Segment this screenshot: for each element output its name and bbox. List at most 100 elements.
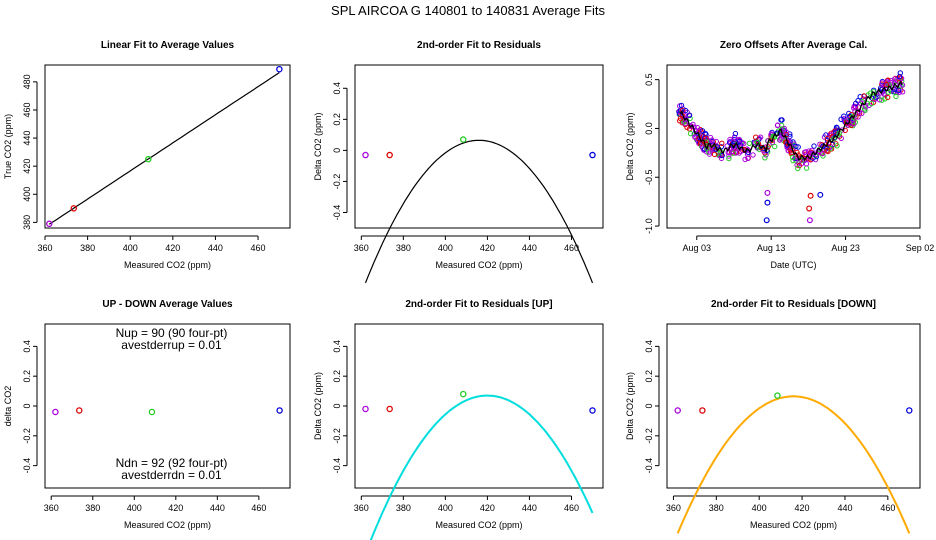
x-tick-label: 380: [396, 243, 411, 253]
y-axis-label: delta CO2: [3, 386, 13, 427]
data-point: [718, 155, 725, 162]
data-point: [362, 405, 369, 413]
y-tick-label: 0.2: [332, 113, 342, 126]
x-tick-label: 400: [438, 503, 453, 513]
y-tick-label: 0.4: [332, 340, 342, 353]
data-point: [682, 115, 689, 121]
data-point: [899, 82, 906, 88]
data-point: [803, 149, 809, 155]
data-point: [885, 94, 891, 101]
data-point: [870, 89, 877, 95]
data-point: [719, 140, 725, 147]
panel-title: 2nd-order Fit to Residuals: [417, 40, 541, 51]
data-point: [711, 151, 718, 158]
y-tick-label: 0: [22, 403, 32, 408]
y-tick-label: 480: [22, 74, 32, 89]
y-tick-label: 460: [22, 102, 32, 117]
annotation-text: avestderrdn = 0.01: [121, 468, 222, 482]
data-point: [896, 87, 902, 94]
data-point: [589, 151, 596, 159]
chart-panel-1: Linear Fit to Average Values Measured CO2…: [3, 40, 291, 270]
data-point: [778, 117, 784, 123]
chart-panel-2: 2nd-order Fit to Residuals Measured CO2 (…: [313, 40, 604, 284]
data-point: [726, 150, 732, 156]
y-tick-label: 440: [22, 131, 32, 146]
data-point: [762, 155, 768, 161]
data-point: [752, 139, 758, 146]
data-point: [704, 145, 710, 152]
data-point: [70, 205, 78, 212]
x-tick-label: 440: [837, 503, 852, 513]
outlier-point: [806, 205, 813, 212]
y-tick-label: -0.5: [644, 169, 654, 185]
plot-frame: [354, 64, 604, 229]
y-tick-label: -0.4: [332, 458, 342, 474]
x-axis-label: Measured CO2 (ppm): [124, 260, 211, 270]
y-axis-label: Delta CO2 (ppm): [625, 112, 635, 180]
data-point: [851, 105, 857, 111]
data-point: [882, 96, 888, 102]
x-tick-label: 420: [165, 243, 180, 253]
data-point: [803, 165, 810, 171]
x-axis-label: Date (UTC): [770, 260, 816, 270]
y-tick-label: 0.4: [332, 82, 342, 95]
y-tick-label: 0.5: [644, 73, 654, 86]
data-point: [885, 89, 892, 95]
data-point: [678, 102, 685, 109]
y-tick-label: 0.2: [644, 370, 654, 383]
data-point: [795, 165, 801, 172]
y-axis-label: Delta CO2 (ppm): [313, 372, 323, 440]
data-point: [796, 160, 802, 166]
data-point: [820, 143, 826, 149]
data-point: [790, 154, 796, 161]
x-tick-label: 440: [208, 243, 223, 253]
y-tick-label: 0: [332, 403, 342, 408]
outlier-point: [817, 191, 824, 198]
y-axis-label: True CO2 (ppm): [3, 114, 13, 179]
data-point: [737, 138, 743, 145]
data-point: [386, 405, 393, 413]
y-tick-label: -0.2: [332, 428, 342, 444]
x-axis-label: Measured CO2 (ppm): [750, 520, 837, 530]
data-point: [148, 408, 156, 416]
data-point: [838, 116, 844, 123]
chart-panel-6: 2nd-order Fit to Residuals [DOWN] Measure…: [625, 299, 921, 534]
y-tick-label: -0.4: [644, 458, 654, 474]
x-tick-label: 420: [480, 243, 495, 253]
fit-curve: [369, 394, 594, 540]
data-point: [693, 135, 699, 141]
data-point: [846, 110, 852, 117]
data-point: [682, 107, 689, 114]
y-tick-label: 0.4: [22, 340, 32, 353]
y-tick-label: -0.2: [644, 428, 654, 444]
data-point: [736, 150, 742, 156]
data-point: [726, 153, 732, 159]
data-point: [893, 93, 899, 100]
x-tick-label: 400: [127, 503, 142, 513]
fit-curve: [48, 72, 280, 225]
data-point: [838, 135, 844, 142]
data-point: [699, 407, 706, 414]
outlier-point: [807, 192, 814, 199]
data-point: [853, 100, 859, 107]
x-tick-label: 420: [168, 503, 183, 513]
plot-frame: [44, 64, 291, 229]
panel-title: Zero Offsets After Average Cal.: [720, 40, 867, 51]
x-tick-label: 460: [564, 503, 579, 513]
y-tick-label: -0.2: [22, 428, 32, 444]
plot-frame: [354, 323, 604, 489]
fit-curve: [364, 139, 594, 284]
data-point: [276, 65, 283, 73]
data-point: [753, 134, 759, 140]
data-point: [746, 140, 753, 147]
data-point: [46, 220, 53, 228]
x-tick-label: 400: [123, 243, 138, 253]
x-tick-label: 440: [522, 243, 537, 253]
x-tick-label: Aug 13: [757, 243, 786, 253]
x-tick-label: 360: [354, 243, 369, 253]
data-point: [783, 129, 789, 135]
x-axis-label: Measured CO2 (ppm): [124, 520, 211, 530]
data-point: [732, 130, 739, 137]
data-point: [868, 100, 875, 107]
x-tick-label: Aug 23: [831, 243, 860, 253]
